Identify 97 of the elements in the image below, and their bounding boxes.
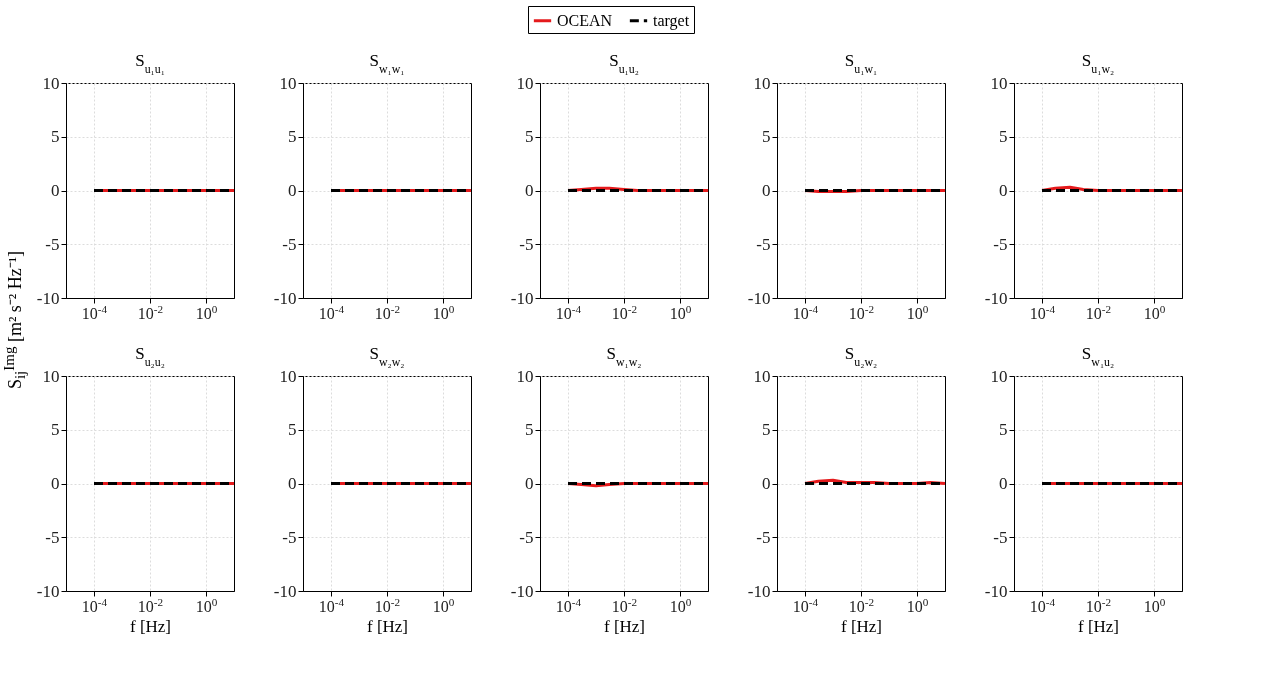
legend-label: target xyxy=(653,11,690,30)
y-tick-label: -5 xyxy=(519,234,534,254)
y-tick-label: 5 xyxy=(288,420,297,440)
y-tick-label: -10 xyxy=(36,288,60,308)
x-axis-title: f [Hz] xyxy=(129,616,172,636)
y-tick-label: 5 xyxy=(525,127,534,147)
x-tick-label: 10$^{0}$ xyxy=(1143,302,1166,322)
chart-title: S$_{u₂w₂}$ xyxy=(844,344,878,369)
y-tick-label: -5 xyxy=(282,234,297,254)
y-tick-label: 0 xyxy=(762,474,771,493)
chart-title: S$_{w₁w₁}$ xyxy=(369,51,405,76)
y-tick-label: -5 xyxy=(756,527,771,547)
x-tick-label: 10$^{-4}$ xyxy=(318,595,345,615)
y-tick-label: -10 xyxy=(36,581,60,601)
y-tick-label: -5 xyxy=(45,234,60,254)
y-tick-label: 5 xyxy=(999,420,1008,440)
y-tick-label: 5 xyxy=(999,127,1008,147)
x-tick-label: 10$^{0}$ xyxy=(906,595,929,615)
chart-title: S$_{w₁u₂}$ xyxy=(1081,344,1115,369)
y-tick-label: 10 xyxy=(516,366,534,386)
x-tick-label: 10$^{0}$ xyxy=(195,302,218,322)
y-tick-label: 10 xyxy=(990,366,1008,386)
x-tick-label: 10$^{0}$ xyxy=(1143,595,1166,615)
y-tick-label: 10 xyxy=(990,73,1008,93)
x-tick-label: 10$^{-2}$ xyxy=(848,302,875,322)
x-axis-title: f [Hz] xyxy=(840,616,883,636)
x-tick-label: 10$^{-2}$ xyxy=(137,302,164,322)
y-tick-label: 10 xyxy=(42,366,60,386)
chart-title: S$_{u₁u₂}$ xyxy=(609,51,639,76)
y-tick-label: 0 xyxy=(51,474,60,493)
y-tick-label: 0 xyxy=(288,474,297,493)
y-tick-label: -10 xyxy=(984,581,1008,601)
y-tick-label: -10 xyxy=(747,288,771,308)
y-tick-label: -5 xyxy=(45,527,60,547)
y-tick-label: 10 xyxy=(279,73,297,93)
x-tick-label: 10$^{-2}$ xyxy=(848,595,875,615)
y-tick-label: -5 xyxy=(282,527,297,547)
y-tick-label: 0 xyxy=(999,181,1008,200)
x-tick-label: 10$^{-4}$ xyxy=(81,302,108,322)
x-tick-label: 10$^{-4}$ xyxy=(1029,302,1056,322)
chart-title: S$_{u₁w₁}$ xyxy=(844,51,878,76)
x-axis-title: f [Hz] xyxy=(1077,616,1120,636)
x-tick-label: 10$^{-2}$ xyxy=(374,595,401,615)
y-tick-label: -10 xyxy=(984,288,1008,308)
y-tick-label: 0 xyxy=(762,181,771,200)
x-tick-label: 10$^{0}$ xyxy=(669,595,692,615)
y-tick-label: 0 xyxy=(999,474,1008,493)
x-tick-label: 10$^{-2}$ xyxy=(611,595,638,615)
y-tick-label: 10 xyxy=(279,366,297,386)
y-tick-label: 10 xyxy=(516,73,534,93)
x-axis-title: f [Hz] xyxy=(603,616,646,636)
y-tick-label: -5 xyxy=(756,234,771,254)
y-tick-label: 5 xyxy=(51,127,60,147)
x-tick-label: 10$^{-4}$ xyxy=(792,595,819,615)
y-tick-label: 5 xyxy=(762,420,771,440)
x-tick-label: 10$^{-4}$ xyxy=(792,302,819,322)
x-tick-label: 10$^{0}$ xyxy=(669,302,692,322)
y-tick-label: -5 xyxy=(519,527,534,547)
x-tick-label: 10$^{0}$ xyxy=(906,302,929,322)
y-tick-label: 5 xyxy=(288,127,297,147)
y-tick-label: 10 xyxy=(753,366,771,386)
y-tick-label: 0 xyxy=(525,181,534,200)
chart-title: S$_{w₂w₂}$ xyxy=(369,344,405,369)
x-tick-label: 10$^{-2}$ xyxy=(1085,302,1112,322)
x-tick-label: 10$^{-2}$ xyxy=(611,302,638,322)
x-tick-label: 10$^{0}$ xyxy=(432,595,455,615)
y-tick-label: -10 xyxy=(273,581,297,601)
chart-title: S$_{w₁w₂}$ xyxy=(606,344,642,369)
x-tick-label: 10$^{-2}$ xyxy=(1085,595,1112,615)
y-tick-label: 5 xyxy=(762,127,771,147)
x-tick-label: 10$^{-2}$ xyxy=(374,302,401,322)
y-tick-label: 0 xyxy=(51,181,60,200)
y-tick-label: -10 xyxy=(510,581,534,601)
y-tick-label: 0 xyxy=(525,474,534,493)
x-tick-label: 10$^{0}$ xyxy=(432,302,455,322)
x-tick-label: 10$^{-4}$ xyxy=(81,595,108,615)
x-tick-label: 10$^{0}$ xyxy=(195,595,218,615)
y-tick-label: 10 xyxy=(42,73,60,93)
y-tick-label: -5 xyxy=(993,527,1008,547)
y-tick-label: -5 xyxy=(993,234,1008,254)
y-tick-label: -10 xyxy=(747,581,771,601)
x-tick-label: 10$^{-4}$ xyxy=(1029,595,1056,615)
y-tick-label: -10 xyxy=(510,288,534,308)
x-tick-label: 10$^{-4}$ xyxy=(555,302,582,322)
x-tick-label: 10$^{-4}$ xyxy=(555,595,582,615)
y-tick-label: 10 xyxy=(753,73,771,93)
x-tick-label: 10$^{-4}$ xyxy=(318,302,345,322)
x-tick-label: 10$^{-2}$ xyxy=(137,595,164,615)
chart-title: S$_{u₂u₂}$ xyxy=(135,344,165,369)
legend-label: OCEAN xyxy=(557,11,613,29)
chart-title: S$_{u₁w₂}$ xyxy=(1081,51,1115,76)
y-tick-label: -10 xyxy=(273,288,297,308)
chart-title: S$_{u₁u₁}$ xyxy=(135,51,165,76)
y-tick-label: 0 xyxy=(288,181,297,200)
x-axis-title: f [Hz] xyxy=(366,616,409,636)
y-tick-label: 5 xyxy=(51,420,60,440)
y-tick-label: 5 xyxy=(525,420,534,440)
